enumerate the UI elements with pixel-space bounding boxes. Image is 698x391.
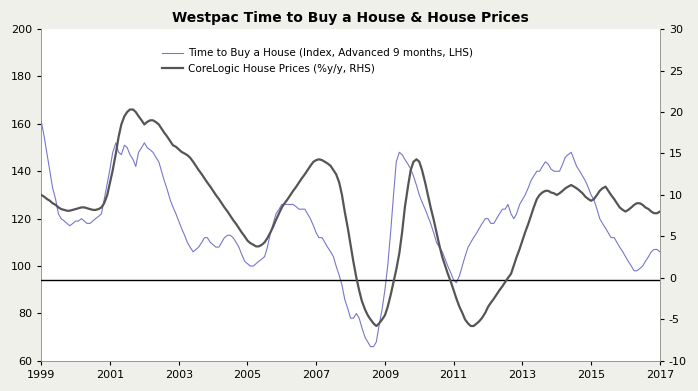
Time to Buy a House (Index, Advanced 9 months, LHS) [366,344,375,349]
Line: Time to Buy a House (Index, Advanced 9 months, LHS): Time to Buy a House (Index, Advanced 9 m… [41,122,660,347]
Legend: Time to Buy a House (Index, Advanced 9 months, LHS), CoreLogic House Prices (%y/: Time to Buy a House (Index, Advanced 9 m… [158,44,477,78]
Time to Buy a House (Index, Advanced 9 months, LHS) [174,219,183,223]
Line: CoreLogic House Prices (%y/y, RHS): CoreLogic House Prices (%y/y, RHS) [41,109,660,326]
Time to Buy a House (Index, Advanced 9 months, LHS) [223,233,232,238]
Time to Buy a House (Index, Advanced 9 months, LHS) [553,169,561,174]
Time to Buy a House (Index, Advanced 9 months, LHS) [211,245,220,249]
Time to Buy a House (Index, Advanced 9 months, LHS) [249,264,258,268]
CoreLogic House Prices (%y/y, RHS) [655,209,664,214]
Title: Westpac Time to Buy a House & House Prices: Westpac Time to Buy a House & House Pric… [172,11,529,25]
CoreLogic House Prices (%y/y, RHS) [37,193,45,197]
CoreLogic House Prices (%y/y, RHS) [223,209,232,214]
CoreLogic House Prices (%y/y, RHS) [556,191,564,196]
Time to Buy a House (Index, Advanced 9 months, LHS) [655,249,664,254]
CoreLogic House Prices (%y/y, RHS) [126,107,134,112]
Time to Buy a House (Index, Advanced 9 months, LHS) [221,235,229,240]
CoreLogic House Prices (%y/y, RHS) [252,244,260,249]
CoreLogic House Prices (%y/y, RHS) [372,324,380,328]
Time to Buy a House (Index, Advanced 9 months, LHS) [37,119,45,124]
CoreLogic House Prices (%y/y, RHS) [215,197,223,201]
CoreLogic House Prices (%y/y, RHS) [177,149,186,154]
CoreLogic House Prices (%y/y, RHS) [226,213,235,218]
